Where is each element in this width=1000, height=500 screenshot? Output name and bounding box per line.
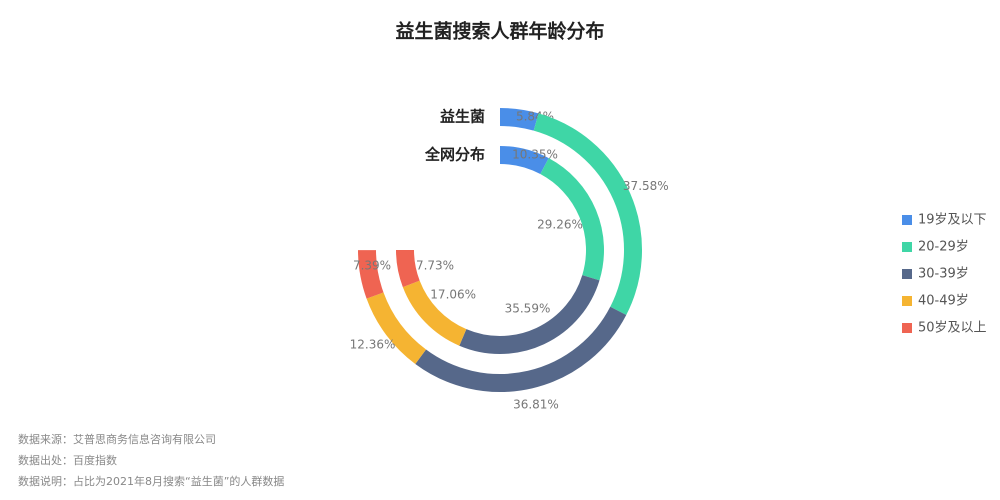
- ring-segment: [533, 113, 642, 315]
- ring-segment: [396, 249, 420, 288]
- chart-title: 益生菌搜索人群年龄分布: [395, 20, 604, 43]
- value-label: 35.59%: [505, 301, 551, 315]
- legend-label: 19岁及以下: [918, 213, 987, 228]
- legend-swatch: [902, 323, 912, 333]
- value-label: 36.81%: [513, 397, 559, 411]
- ring-segment: [499, 108, 539, 131]
- series-label: 益生菌: [440, 108, 485, 126]
- legend-swatch: [902, 215, 912, 225]
- ring-segment: [402, 280, 467, 346]
- ring-segment: [366, 292, 427, 364]
- ring-segment: [540, 158, 604, 281]
- value-label: 12.36%: [350, 338, 396, 352]
- footnote: 数据来源：艾普思商务信息咨询有限公司: [18, 432, 216, 446]
- value-label: 10.35%: [512, 148, 558, 162]
- legend-label: 50岁及以上: [918, 321, 987, 336]
- value-label: 7.73%: [416, 259, 454, 273]
- value-label: 37.58%: [623, 179, 669, 193]
- value-label: 7.39%: [353, 259, 391, 273]
- ring-segment: [358, 249, 384, 299]
- legend-swatch: [902, 242, 912, 252]
- ring-segment: [499, 146, 549, 175]
- value-label: 17.06%: [430, 288, 476, 302]
- legend-label: 40-49岁: [918, 294, 969, 309]
- legend-label: 20-29岁: [918, 240, 969, 255]
- legend-swatch: [902, 269, 912, 279]
- ring-segment: [415, 306, 627, 392]
- footnote: 数据出处：百度指数: [18, 453, 117, 467]
- legend-swatch: [902, 296, 912, 306]
- ring-segment: [459, 274, 600, 354]
- series-label: 全网分布: [424, 146, 485, 164]
- value-label: 29.26%: [537, 218, 583, 232]
- legend-label: 30-39岁: [918, 267, 969, 282]
- footnote: 数据说明：占比为2021年8月搜索“益生菌”的人群数据: [18, 474, 284, 488]
